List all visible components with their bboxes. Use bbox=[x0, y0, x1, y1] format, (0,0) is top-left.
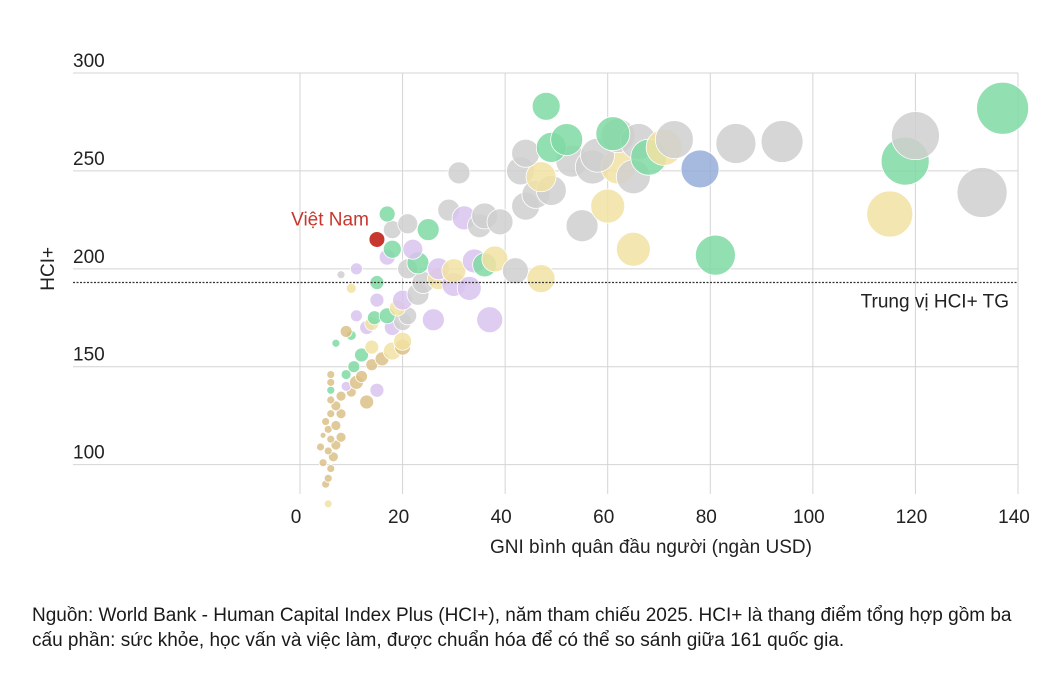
bubbles bbox=[316, 81, 1030, 509]
bubble-point bbox=[350, 309, 363, 323]
x-axis-title: GNI bình quân đầu người (ngàn USD) bbox=[490, 537, 812, 558]
bubble-point bbox=[326, 395, 336, 405]
bubble-point bbox=[956, 167, 1008, 218]
bubble-point bbox=[326, 409, 336, 419]
bubble-point bbox=[347, 360, 361, 374]
bubble-point bbox=[335, 390, 347, 402]
bubble-point bbox=[397, 213, 419, 235]
bubble-point bbox=[595, 116, 631, 152]
bubble-point bbox=[336, 270, 346, 280]
y-axis-title: HCI+ bbox=[38, 247, 59, 291]
bubble-point bbox=[318, 458, 328, 468]
y-axis-ticks: 100 150 200 250 300 bbox=[73, 51, 105, 464]
bubble-point bbox=[323, 446, 333, 456]
bubble-point bbox=[476, 306, 504, 334]
bubble-point bbox=[364, 339, 380, 355]
bubble-point bbox=[345, 282, 357, 294]
bubble-point bbox=[695, 234, 736, 276]
x-axis-ticks: 0 20 40 60 80 100 120 140 bbox=[291, 507, 1030, 528]
bubble-point bbox=[511, 138, 541, 168]
bubble-point bbox=[339, 325, 353, 338]
bubble-point bbox=[326, 377, 336, 387]
bubble-point bbox=[350, 262, 363, 276]
bubble-point bbox=[331, 338, 341, 348]
y-tick-label: 100 bbox=[73, 443, 105, 464]
x-tick-label: 120 bbox=[896, 507, 928, 528]
vietnam-point bbox=[368, 230, 386, 248]
x-tick-label: 60 bbox=[593, 507, 614, 528]
bubble-point bbox=[355, 370, 368, 383]
bubble-point bbox=[760, 120, 804, 163]
bubble-point bbox=[369, 382, 385, 398]
bubble-point bbox=[416, 218, 440, 242]
bubble-point bbox=[866, 190, 914, 238]
bubble-point bbox=[565, 209, 599, 243]
bubble-point bbox=[715, 123, 757, 164]
bubble-point bbox=[330, 420, 342, 431]
bubble-point bbox=[421, 308, 445, 332]
bubble-point bbox=[441, 258, 467, 284]
bubble-point bbox=[891, 111, 940, 161]
bubble-point bbox=[393, 331, 412, 351]
bubble-point bbox=[486, 208, 514, 236]
bubble-point bbox=[323, 473, 333, 483]
bubble-point bbox=[326, 464, 336, 473]
x-tick-label: 20 bbox=[388, 507, 409, 528]
bubble-point bbox=[326, 385, 336, 395]
bubble-point bbox=[615, 231, 651, 267]
bubble-point bbox=[326, 434, 336, 444]
x-tick-label: 40 bbox=[491, 507, 512, 528]
x-tick-label: 0 bbox=[291, 507, 302, 528]
bubble-point bbox=[526, 264, 556, 294]
bubble-point bbox=[326, 370, 336, 379]
median-label: Trung vị HCI+ TG bbox=[861, 292, 1009, 313]
bubble-point bbox=[323, 499, 333, 509]
source-note: Nguồn: World Bank - Human Capital Index … bbox=[32, 605, 1012, 651]
bubble-point bbox=[590, 188, 626, 224]
bubble-point bbox=[335, 408, 347, 420]
bubble-point bbox=[447, 161, 471, 185]
bubble-point bbox=[378, 205, 396, 223]
bubble-point bbox=[481, 245, 509, 273]
bubble-point bbox=[359, 394, 375, 410]
scatter-chart: Trung vị HCI+ TG Việt Nam 0 20 40 60 80 100 12… bbox=[38, 51, 1030, 558]
y-tick-label: 200 bbox=[73, 247, 105, 268]
bubble-point bbox=[340, 369, 352, 380]
bubble-point bbox=[316, 442, 325, 452]
bubble-point bbox=[680, 149, 720, 189]
bubble-point bbox=[369, 292, 385, 308]
x-tick-label: 100 bbox=[793, 507, 825, 528]
bubble-point bbox=[382, 239, 402, 259]
y-tick-label: 250 bbox=[73, 149, 105, 170]
x-tick-label: 80 bbox=[696, 507, 717, 528]
bubble-point bbox=[402, 238, 424, 260]
bubble-point bbox=[654, 120, 694, 159]
bubble-point bbox=[525, 161, 557, 193]
x-tick-label: 140 bbox=[998, 507, 1030, 528]
y-tick-label: 150 bbox=[73, 345, 105, 366]
bubble-point bbox=[319, 431, 327, 439]
bubble-point bbox=[550, 123, 584, 156]
y-tick-label: 300 bbox=[73, 51, 105, 72]
bubble-point bbox=[531, 91, 561, 121]
bubble-point bbox=[369, 275, 385, 290]
bubble-point bbox=[321, 417, 331, 426]
bubble-point bbox=[335, 431, 347, 443]
bubble-point bbox=[976, 81, 1030, 135]
bubble-point bbox=[354, 347, 369, 363]
vietnam-label: Việt Nam bbox=[291, 209, 369, 230]
bubble-point bbox=[502, 257, 529, 285]
